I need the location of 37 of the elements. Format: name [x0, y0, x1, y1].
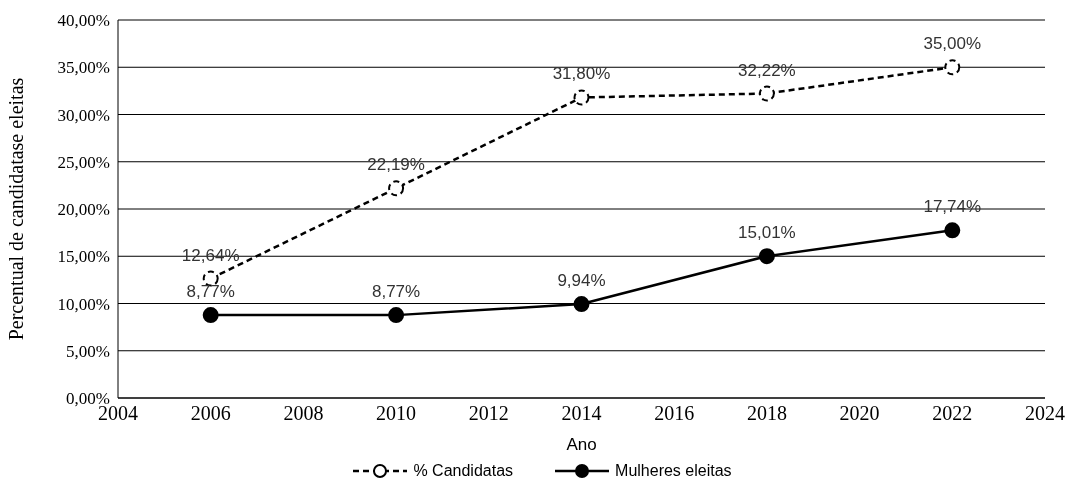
- point: [573, 89, 590, 106]
- y-tick-label: 30,00%: [57, 105, 110, 125]
- legend-label: % Candidatas: [413, 462, 514, 480]
- data-label: 35,00%: [923, 34, 982, 54]
- x-axis-title: Ano: [566, 435, 597, 454]
- y-tick-label: 20,00%: [57, 200, 110, 220]
- data-label: 8,77%: [372, 282, 421, 302]
- point: [573, 296, 590, 313]
- legend-label: Mulheres eleitas: [615, 462, 732, 480]
- y-tick-label: 10,00%: [57, 294, 110, 314]
- y-tick-label: 5,00%: [66, 341, 110, 361]
- y-tick-label: 25,00%: [57, 152, 110, 172]
- point: [944, 222, 961, 239]
- x-tick-label: 2024: [1025, 402, 1065, 425]
- x-tick-label: 2016: [654, 402, 695, 425]
- y-tick-label: 15,00%: [57, 247, 110, 267]
- y-tick-label: 35,00%: [57, 58, 110, 78]
- x-tick-label: 2010: [376, 402, 417, 425]
- data-label: 15,01%: [738, 223, 796, 243]
- data-label: 8,77%: [186, 282, 235, 302]
- x-tick-label: 2018: [746, 402, 787, 425]
- point: [758, 248, 775, 265]
- point: [944, 59, 961, 76]
- point: [202, 307, 219, 324]
- x-tick-label: 2008: [283, 402, 324, 425]
- y-tick-label: 40,00%: [57, 11, 110, 31]
- x-tick-label: 2014: [561, 402, 602, 425]
- data-label: 31,80%: [552, 64, 611, 84]
- point: [388, 307, 405, 324]
- y-axis-title: Percentual de candidatase eleitas: [5, 77, 28, 341]
- x-tick-label: 2020: [839, 402, 880, 425]
- data-label: 9,94%: [557, 271, 606, 291]
- point: [758, 85, 775, 102]
- x-tick-label: 2022: [932, 402, 973, 425]
- point: [388, 180, 405, 197]
- x-tick-label: 2006: [190, 402, 231, 425]
- x-tick-label: 2012: [468, 402, 509, 425]
